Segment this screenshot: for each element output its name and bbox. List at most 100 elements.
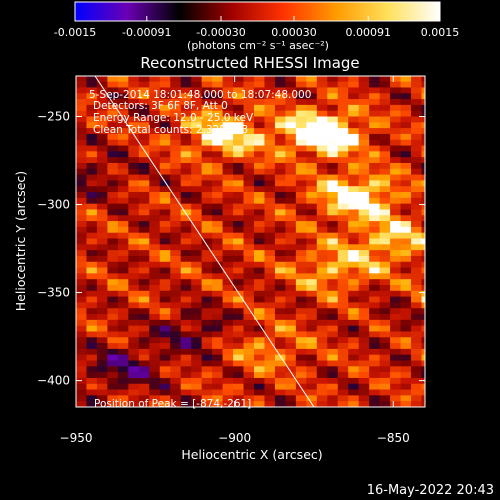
- heatmap-cell: [295, 278, 307, 285]
- heatmap-cell: [180, 168, 192, 175]
- heatmap-cell: [379, 377, 391, 384]
- heatmap-cell: [432, 145, 443, 151]
- heatmap-cell: [180, 110, 192, 117]
- heatmap-cell: [411, 365, 423, 373]
- heatmap-cell: [337, 278, 349, 285]
- heatmap-cell: [159, 76, 171, 82]
- heatmap-cell: [117, 284, 129, 291]
- heatmap-cell: [138, 121, 150, 129]
- heatmap-cell: [76, 354, 77, 361]
- heatmap-cell: [149, 383, 161, 390]
- heatmap-cell: [421, 307, 425, 315]
- heatmap-cell: [369, 325, 381, 332]
- heatmap-cell: [306, 76, 318, 82]
- heatmap-cell: [295, 214, 307, 222]
- heatmap-cell: [400, 179, 412, 187]
- footer-timestamp: 16-May-2022 20:43: [367, 483, 494, 498]
- heatmap-cell: [432, 337, 443, 343]
- heatmap-cell: [117, 342, 129, 349]
- heatmap-cell: [96, 383, 109, 390]
- heatmap-cell: [128, 301, 140, 309]
- heatmap-cell: [400, 81, 412, 88]
- heatmap-cell: [306, 261, 318, 268]
- heatmap-cell: [390, 156, 402, 163]
- heatmap-cell: [159, 121, 171, 129]
- heatmap-cell: [149, 330, 161, 338]
- heatmap-cell: [180, 255, 192, 262]
- heatmap-cell: [201, 110, 213, 117]
- heatmap-cell: [432, 186, 443, 192]
- heatmap-cell: [191, 185, 203, 193]
- heatmap-cell: [243, 359, 255, 367]
- heatmap-cell: [295, 139, 307, 146]
- heatmap-cell: [348, 284, 360, 291]
- heatmap-cell: [358, 98, 370, 105]
- heatmap-cell: [306, 168, 318, 175]
- heatmap-cell: [306, 330, 318, 338]
- heatmap-cell: [191, 266, 203, 274]
- heatmap-cell: [274, 237, 286, 245]
- heatmap-cell: [107, 307, 119, 315]
- heatmap-cell: [264, 394, 276, 402]
- heatmap-cell: [369, 249, 381, 256]
- heatmap-cell: [76, 319, 77, 326]
- heatmap-cell: [159, 232, 171, 239]
- heatmap-cell: [170, 185, 182, 193]
- heatmap-cell: [306, 388, 318, 396]
- heatmap-cell: [138, 377, 150, 384]
- heatmap-cell: [421, 104, 425, 111]
- heatmap-cell: [86, 168, 98, 175]
- heatmap-cell: [212, 92, 224, 100]
- heatmap-cell: [316, 237, 328, 245]
- heatmap-cell: [390, 127, 402, 134]
- heatmap-cell: [86, 354, 98, 361]
- heatmap-cell: [170, 330, 182, 338]
- heatmap-cell: [96, 162, 109, 169]
- heatmap-cell: [222, 336, 234, 344]
- heatmap-cell: [306, 214, 318, 222]
- heatmap-cell: [327, 237, 339, 245]
- heatmap-cell: [379, 127, 391, 134]
- heatmap-cell: [149, 348, 161, 355]
- heatmap-cell: [400, 365, 412, 373]
- heatmap-cell: [191, 220, 203, 227]
- heatmap-cell: [369, 359, 381, 367]
- heatmap-cell: [390, 249, 402, 256]
- heatmap-cell: [358, 156, 370, 163]
- heatmap-cell: [149, 336, 161, 344]
- heatmap-cell: [76, 173, 77, 181]
- heatmap-cell: [159, 388, 171, 396]
- heatmap-cell: [337, 330, 349, 338]
- heatmap-cell: [86, 266, 98, 274]
- heatmap-cell: [348, 330, 360, 338]
- heatmap-cell: [348, 383, 360, 390]
- heatmap-cell: [138, 127, 150, 134]
- heatmap-cell: [432, 93, 443, 99]
- heatmap-cell: [348, 301, 360, 309]
- heatmap-cell: [274, 255, 286, 262]
- heatmap-cell: [306, 139, 318, 146]
- heatmap-cell: [149, 394, 161, 402]
- heatmap-cell: [274, 208, 286, 216]
- heatmap-cell: [170, 104, 182, 111]
- heatmap-cell: [358, 330, 370, 338]
- heatmap-cell: [233, 249, 245, 256]
- heatmap-cell: [138, 185, 150, 193]
- heatmap-cell: [222, 394, 234, 402]
- heatmap-cell: [432, 366, 443, 372]
- heatmap-cell: [201, 86, 213, 94]
- heatmap-cell: [358, 394, 370, 402]
- heatmap-cell: [180, 383, 192, 390]
- heatmap-cell: [96, 185, 109, 193]
- heatmap-cell: [432, 110, 443, 116]
- heatmap-cell: [222, 342, 234, 349]
- heatmap-cell: [253, 237, 266, 245]
- heatmap-cell: [138, 98, 150, 105]
- heatmap-cell: [76, 104, 88, 111]
- heatmap-cell: [379, 191, 391, 198]
- heatmap-cell: [411, 255, 423, 262]
- heatmap-cell: [149, 185, 161, 193]
- heatmap-cell: [159, 173, 171, 181]
- heatmap-cell: [222, 261, 234, 268]
